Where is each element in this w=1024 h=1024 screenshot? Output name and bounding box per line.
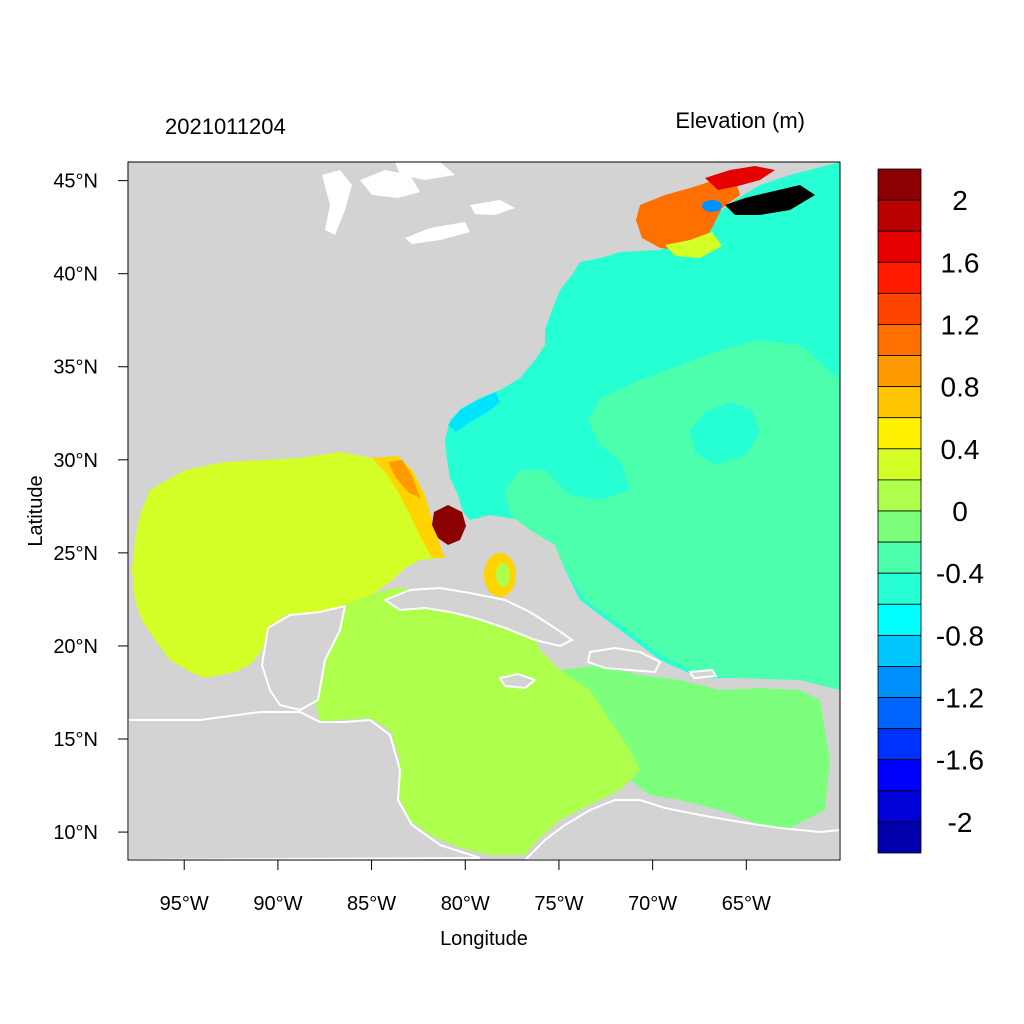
colorbar-swatch [877,790,922,823]
x-axis-ticks: 95°W 90°W 85°W 80°W 75°W 70°W 65°W [160,860,771,915]
colorbar [877,168,922,854]
colorbar-swatch [877,759,922,792]
colorbar-swatch [877,417,922,450]
x-tick-label: 80°W [441,893,490,915]
yucatan-peninsula [260,604,347,712]
sargasso-region [690,402,760,465]
colorbar-label: 1.2 [941,309,980,340]
colorbar-swatch [877,292,922,325]
x-axis-label: Longitude [440,928,528,950]
gulf-of-mexico [132,452,442,678]
colorbar-swatch [877,261,922,294]
colorbar-label: -0.8 [936,620,984,651]
colorbar-swatch [877,168,922,201]
map-plot-area [128,162,840,860]
west-florida-shelf [388,460,420,498]
colorbar-swatch [877,230,922,263]
colorbar-swatch [877,386,922,419]
colorbar-label: -1.6 [936,745,984,776]
great-lakes [322,162,515,244]
hispaniola-island [586,646,662,674]
x-tick-label: 70°W [628,893,677,915]
map-frame [127,161,841,861]
nova-scotia-coast [705,166,775,190]
shelf-depression [448,392,500,432]
y-axis-label: Latitude [25,475,47,546]
colorbar-swatch [877,728,922,761]
colorbar-swatch [877,199,922,232]
colorbar-swatch [877,448,922,481]
colorbar-label: 2 [952,185,968,216]
deep-depression [702,200,722,212]
gulf-of-maine [665,232,722,258]
colorbar-swatch [877,541,922,574]
y-tick-label: 40°N [53,264,98,286]
florida-peak [432,505,466,545]
x-tick-label: 65°W [722,893,771,915]
y-tick-label: 25°N [53,543,98,565]
colorbar-swatch [877,697,922,730]
colorbar-label: 0.8 [941,372,980,403]
caribbean-west [315,588,640,855]
south-america-coast [523,799,840,860]
colorbar-label: -0.4 [936,558,984,589]
caribbean-east [560,665,830,828]
colorbar-label: -1.2 [936,683,984,714]
gulf-of-maine [636,178,740,250]
y-tick-label: 20°N [53,636,98,658]
jamaica-island [498,672,538,690]
colorbar-swatch [877,510,922,543]
colorbar-swatch [877,572,922,605]
cuba-island [382,586,574,648]
y-tick-label: 35°N [53,357,98,379]
colorbar-swatch [877,324,922,356]
shelf-depression [725,185,815,215]
colorbar-label: 0 [952,496,968,527]
y-axis-ticks: 45°N 40°N 35°N 30°N 25°N 20°N 15°N 10°N [53,171,128,844]
colorbar-swatch [877,821,922,854]
puerto-rico-island [688,668,718,680]
colorbar-swatch [877,603,922,636]
x-tick-label: 95°W [160,893,209,915]
colorbar-label: 1.6 [941,247,980,278]
x-tick-label: 75°W [534,893,583,915]
y-tick-label: 30°N [53,450,98,472]
y-tick-label: 45°N [53,171,98,193]
colorbar-swatch [877,666,922,698]
colorbar-label: -2 [948,807,973,838]
central-america-coast [128,711,481,860]
bahamas-bank [496,563,510,587]
x-tick-label: 85°W [347,893,396,915]
west-florida-shelf [372,456,445,558]
colorbar-swatch [877,634,922,667]
x-tick-label: 90°W [253,893,302,915]
timestamp-label: 2021011204 [165,114,286,139]
colorbar-labels: 2 1.6 1.2 0.8 0.4 0 -0.4 -0.8 -1.2 -1.6 -2 [936,185,984,838]
y-tick-label: 15°N [53,729,98,751]
y-tick-label: 10°N [53,822,98,844]
variable-title: Elevation (m) [675,108,805,133]
colorbar-swatch [877,479,922,512]
colorbar-swatch [877,355,922,388]
colorbar-label: 0.4 [941,434,980,465]
